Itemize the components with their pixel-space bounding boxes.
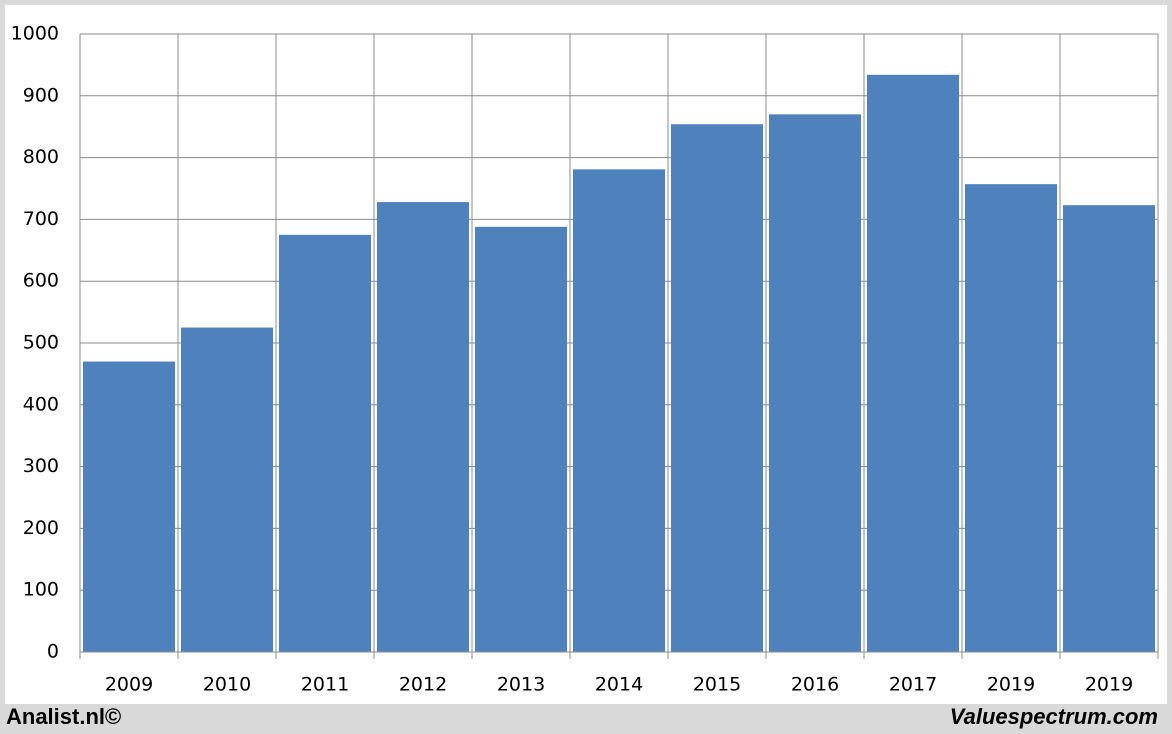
bar xyxy=(376,202,470,652)
x-tick-label: 2016 xyxy=(791,674,839,696)
x-tick-label: 2017 xyxy=(889,674,937,696)
y-tick-label: 300 xyxy=(23,455,59,477)
footer-left: Analist.nl© xyxy=(6,704,121,729)
y-tick-label: 900 xyxy=(23,84,59,106)
y-tick-label: 500 xyxy=(23,332,59,354)
bar xyxy=(670,124,764,652)
y-tick-label: 700 xyxy=(23,208,59,230)
x-tick-label: 2014 xyxy=(595,674,643,696)
x-tick-label: 2013 xyxy=(497,674,545,696)
x-tick-label: 2015 xyxy=(693,674,741,696)
bar xyxy=(82,361,176,652)
y-tick-label: 800 xyxy=(23,146,59,168)
footer-right: Valuespectrum.com xyxy=(950,704,1158,729)
bar xyxy=(768,114,862,653)
bar xyxy=(1062,205,1156,652)
x-tick-label: 2019 xyxy=(1085,674,1133,696)
bar xyxy=(278,234,372,652)
x-tick-label: 2009 xyxy=(105,674,153,696)
y-tick-label: 1000 xyxy=(11,23,59,45)
y-tick-label: 200 xyxy=(23,517,59,539)
bar xyxy=(572,169,666,653)
y-tick-label: 0 xyxy=(47,641,59,663)
y-tick-label: 400 xyxy=(23,393,59,415)
x-tick-label: 2012 xyxy=(399,674,447,696)
bar xyxy=(866,74,960,652)
y-tick-label: 600 xyxy=(23,270,59,292)
x-tick-label: 2010 xyxy=(203,674,251,696)
y-tick-label: 100 xyxy=(23,579,59,601)
bar xyxy=(964,184,1058,652)
x-tick-label: 2019 xyxy=(987,674,1035,696)
bar xyxy=(474,226,568,653)
x-tick-label: 2011 xyxy=(301,674,349,696)
bar xyxy=(180,327,274,652)
